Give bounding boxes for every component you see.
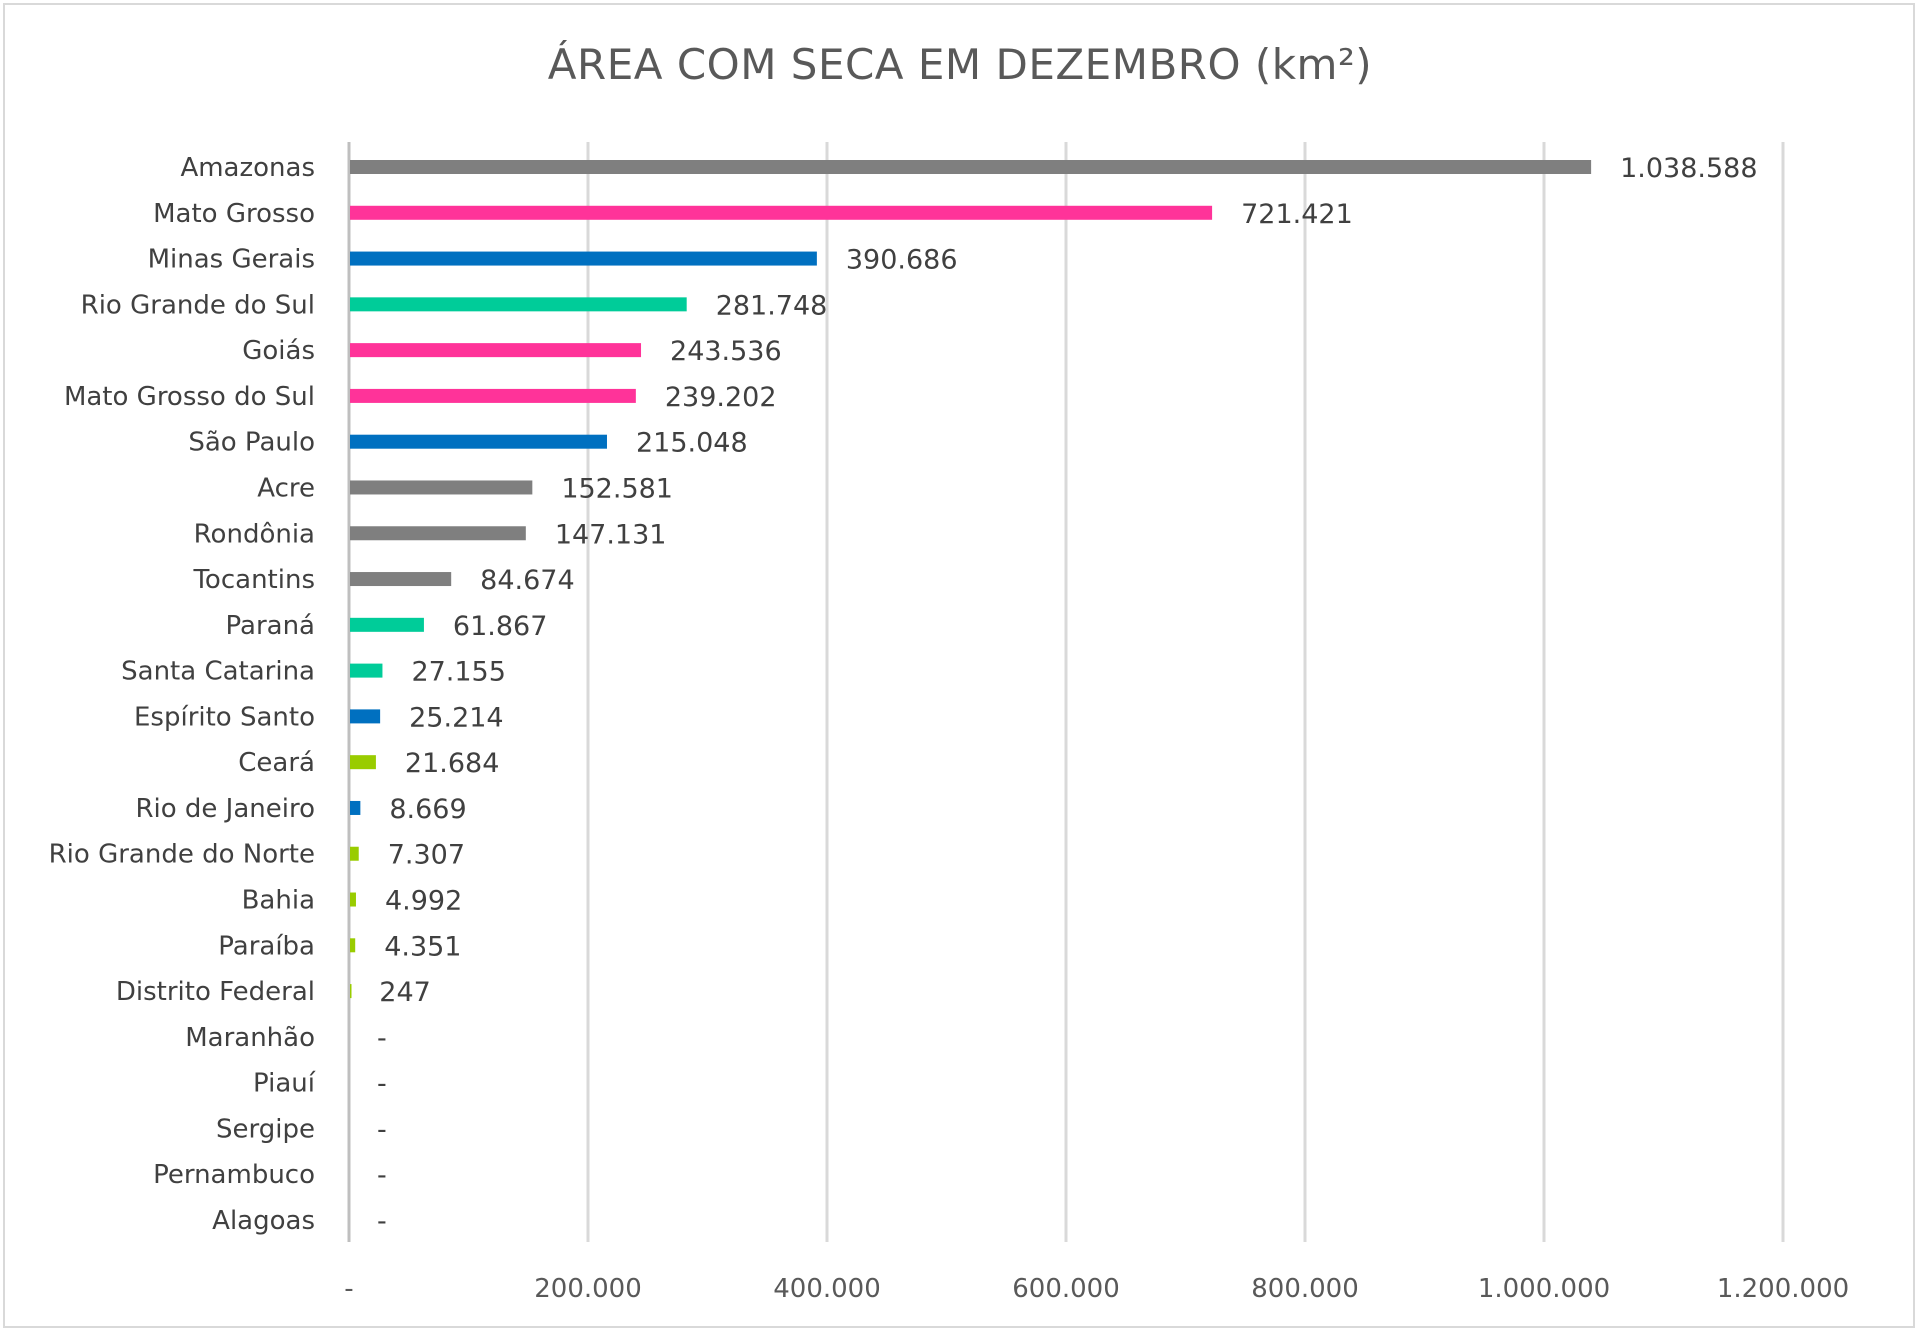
data-label: 8.669 (389, 794, 466, 825)
data-label: 21.684 (405, 748, 499, 779)
category-label: Sergipe (216, 1114, 315, 1144)
category-label: Paraíba (218, 931, 315, 961)
bar (350, 526, 526, 541)
bar (350, 663, 383, 678)
category-label: Santa Catarina (121, 657, 315, 687)
category-label: Tocantins (192, 565, 315, 595)
data-label: 215.048 (636, 428, 748, 459)
category-label: Mato Grosso do Sul (64, 382, 315, 412)
bar (350, 617, 424, 632)
data-label: 4.992 (385, 886, 462, 917)
category-label: Rondônia (194, 519, 315, 549)
category-label: Maranhão (185, 1023, 315, 1053)
category-label: Distrito Federal (116, 977, 315, 1007)
category-label: Ceará (238, 748, 315, 778)
data-label: - (377, 1069, 387, 1100)
data-label: 4.351 (384, 931, 461, 962)
data-label: 147.131 (555, 519, 667, 550)
chart-title: ÁREA COM SECA EM DEZEMBRO (km²) (547, 40, 1373, 89)
bar (350, 251, 817, 266)
bar (350, 160, 1592, 174)
bar (350, 434, 607, 449)
data-label: 25.214 (409, 702, 503, 733)
bar (350, 572, 452, 587)
data-label: 1.038.588 (1620, 153, 1757, 184)
data-label: 61.867 (453, 611, 547, 642)
category-label: Paraná (226, 611, 315, 641)
bar (350, 343, 642, 358)
data-label: - (377, 1023, 387, 1054)
category-label: Espírito Santo (134, 702, 315, 732)
x-tick-label: - (344, 1274, 353, 1304)
bar (350, 938, 356, 953)
category-label: São Paulo (188, 428, 315, 458)
data-label: 247 (379, 977, 431, 1008)
data-label: - (377, 1114, 387, 1145)
data-label: 27.155 (411, 657, 505, 688)
bar (350, 297, 687, 312)
bar (350, 846, 359, 861)
category-label: Bahia (242, 886, 315, 916)
x-tick-label: 400.000 (773, 1274, 881, 1304)
bar (350, 755, 376, 770)
category-label: Mato Grosso (153, 199, 315, 229)
category-label: Rio Grande do Norte (49, 840, 315, 870)
data-label: 390.686 (846, 245, 958, 276)
x-tick-label: 1.000.000 (1478, 1274, 1610, 1304)
category-label: Pernambuco (153, 1160, 315, 1190)
category-label: Goiás (242, 336, 315, 366)
x-tick-label: 1.200.000 (1717, 1274, 1849, 1304)
data-label: - (377, 1160, 387, 1191)
data-label: 243.536 (670, 336, 782, 367)
category-label: Acre (257, 473, 315, 503)
category-label: Minas Gerais (148, 245, 315, 275)
bar (350, 480, 533, 495)
bar (350, 984, 352, 999)
data-label: 721.421 (1241, 199, 1353, 230)
category-label: Amazonas (180, 153, 315, 183)
bar (350, 892, 356, 907)
category-label: Piauí (253, 1069, 316, 1099)
x-tick-label: 800.000 (1251, 1274, 1359, 1304)
data-label: 152.581 (561, 473, 673, 504)
chart-frame (3, 3, 1915, 1328)
data-label: 7.307 (388, 840, 465, 871)
data-label: 239.202 (665, 382, 777, 413)
category-label: Rio de Janeiro (135, 794, 315, 824)
bar (350, 709, 381, 724)
bar (350, 800, 361, 815)
data-label: 84.674 (480, 565, 574, 596)
data-label: - (377, 1206, 387, 1237)
category-label: Alagoas (212, 1206, 315, 1236)
bar (350, 388, 636, 403)
x-tick-label: 600.000 (1012, 1274, 1120, 1304)
x-tick-label: 200.000 (534, 1274, 642, 1304)
bar (350, 205, 1213, 220)
data-label: 281.748 (716, 290, 828, 321)
category-label: Rio Grande do Sul (81, 290, 315, 320)
